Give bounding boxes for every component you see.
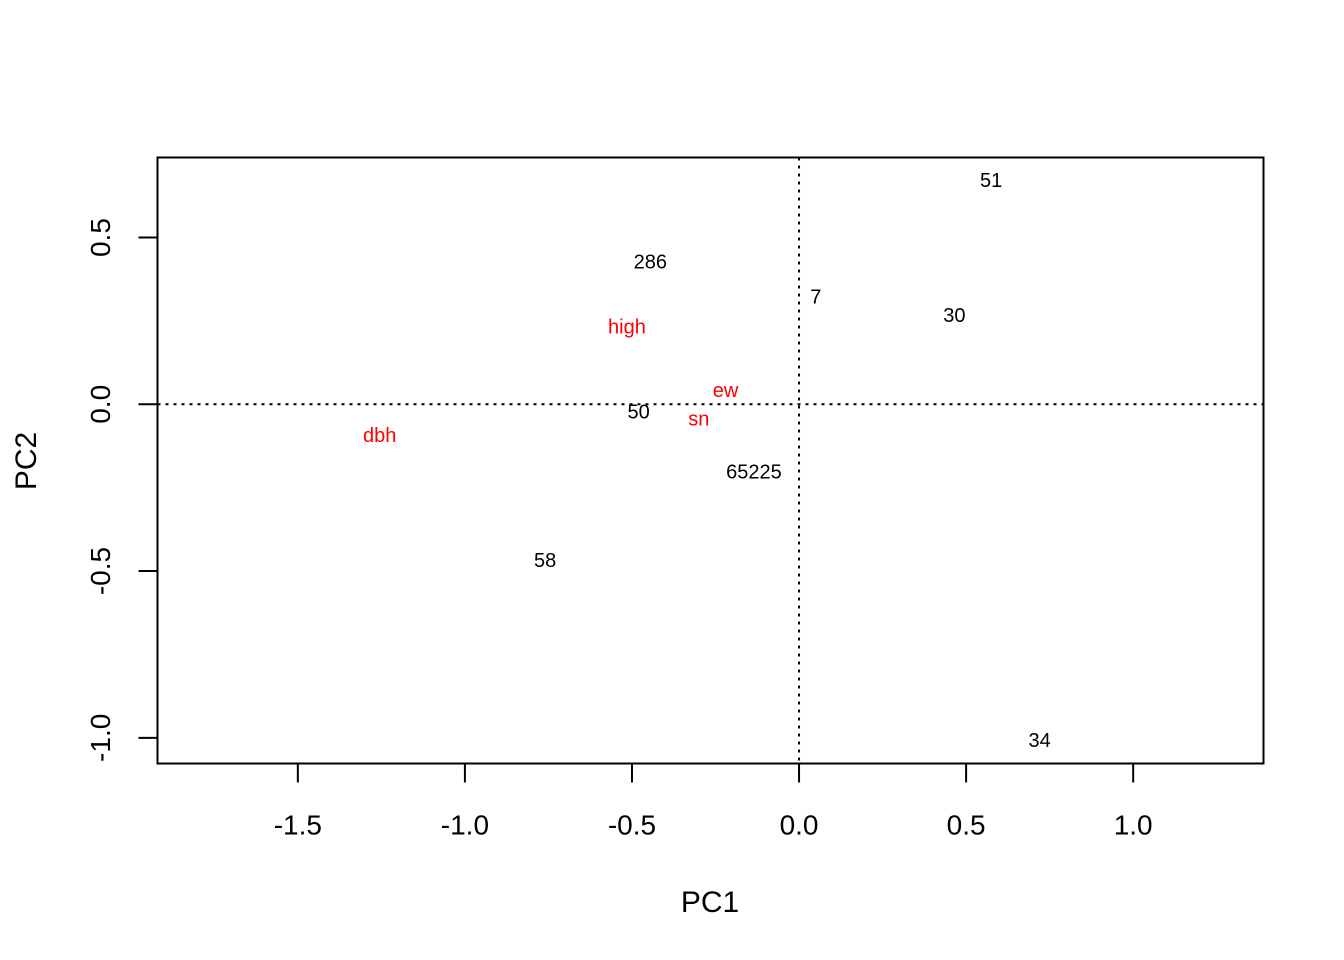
- observation-label: 51: [980, 170, 1002, 192]
- x-tick-label: -1.5: [274, 810, 322, 841]
- variable-label: ew: [713, 380, 739, 402]
- variable-label: high: [608, 317, 646, 339]
- observation-labels: 51 286 7 30 50 65225 58 34: [534, 170, 1051, 752]
- observation-label: 34: [1029, 730, 1051, 752]
- y-axis: -1.0 -0.5 0.0 0.5: [85, 218, 159, 762]
- y-tick-label: -0.5: [85, 547, 116, 595]
- x-axis-title: PC1: [681, 886, 739, 919]
- x-axis: -1.5 -1.0 -0.5 0.0 0.5 1.0: [274, 762, 1153, 841]
- observation-label: 286: [634, 252, 667, 274]
- x-tick-label: 0.5: [947, 810, 986, 841]
- observation-label: 7: [810, 287, 821, 309]
- x-tick-label: 1.0: [1114, 810, 1153, 841]
- observation-label: 65225: [726, 462, 782, 484]
- observation-label: 50: [628, 402, 650, 424]
- x-tick-label: -0.5: [608, 810, 656, 841]
- y-axis-title: PC2: [10, 432, 43, 490]
- variable-label: dbh: [363, 425, 396, 447]
- plot-frame: [156, 156, 1265, 765]
- y-tick-label: 0.0: [85, 385, 116, 424]
- variable-label: sn: [688, 408, 709, 430]
- x-tick-label: 0.0: [780, 810, 819, 841]
- observation-label: 58: [534, 550, 556, 572]
- observation-label: 30: [943, 305, 965, 327]
- x-tick-label: -1.0: [441, 810, 489, 841]
- y-tick-label: 0.5: [85, 218, 116, 257]
- y-tick-label: -1.0: [85, 714, 116, 762]
- reference-lines: [157, 157, 1264, 764]
